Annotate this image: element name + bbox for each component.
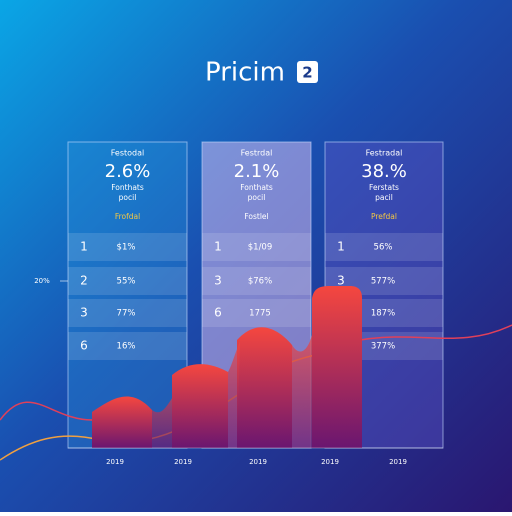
badge: 2 [302, 64, 312, 82]
card-label: Festodal [111, 149, 145, 158]
row-value: 187% [371, 309, 395, 319]
card-tag: Frofdal [115, 212, 140, 221]
row-value: 577% [371, 277, 395, 287]
card-value: 2.6% [105, 161, 151, 182]
blob [172, 364, 228, 448]
x-label: 2019 [249, 458, 267, 466]
blob [312, 286, 362, 448]
blob [237, 327, 292, 448]
card-note: pocil [248, 193, 266, 202]
card-note: pocil [119, 193, 137, 202]
card-value: 2.1% [234, 161, 280, 182]
card-tag: Prefdal [371, 212, 397, 221]
row-rank: 1 [80, 240, 88, 254]
row-rank: 2 [80, 274, 88, 288]
card-label: Festradal [366, 149, 403, 158]
blob [228, 342, 240, 448]
row [68, 299, 187, 327]
blob [292, 335, 312, 448]
deco-line [0, 324, 512, 421]
row-rank: 1 [337, 240, 345, 254]
badge-box [297, 61, 318, 83]
row [325, 233, 443, 261]
row-rank: 3 [214, 274, 222, 288]
row-rank: 3 [337, 274, 345, 288]
row-value: $76% [248, 277, 272, 287]
row-value: $1/09 [248, 243, 273, 253]
card-tag: Fostlel [244, 212, 268, 221]
card-note: pacil [375, 193, 393, 202]
row [68, 332, 187, 360]
card-note: Fonthats [111, 183, 144, 192]
row [68, 267, 187, 295]
card-note: Ferstats [369, 183, 399, 192]
card-value: 38.% [361, 161, 407, 182]
x-label: 2019 [321, 458, 339, 466]
row-rank: 6 [80, 339, 88, 353]
card-note: Fonthats [240, 183, 273, 192]
x-label: 2019 [174, 458, 192, 466]
row [202, 267, 311, 295]
blob [92, 396, 152, 448]
row-value: 55% [117, 277, 136, 287]
row [68, 233, 187, 261]
row-value: 377% [371, 342, 395, 352]
row-rank: 6 [214, 306, 222, 320]
title: Pricim [205, 58, 285, 88]
row [202, 233, 311, 261]
row-value: 1775 [249, 309, 271, 319]
card-label: Festrdal [241, 149, 273, 158]
axis-label: 20% [34, 277, 50, 285]
row-rank: 1 [214, 240, 222, 254]
x-label: 2019 [106, 458, 124, 466]
row [202, 299, 311, 327]
x-label: 2019 [389, 458, 407, 466]
row-value: 16% [117, 342, 136, 352]
row-value: 77% [117, 309, 136, 319]
row-rank: 3 [80, 306, 88, 320]
row-value: $1% [117, 243, 136, 253]
row-value: 56% [374, 243, 393, 253]
